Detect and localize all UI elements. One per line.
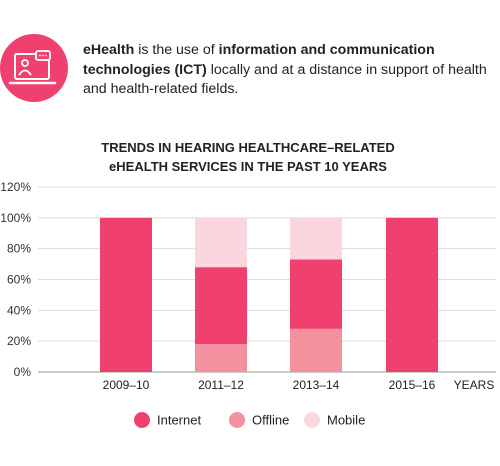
y-tick-label: 60% <box>7 273 31 287</box>
bar-internet <box>290 259 342 329</box>
x-tick-label: 2013–14 <box>293 378 340 392</box>
bar-internet <box>386 217 438 372</box>
y-tick-label: 120% <box>0 180 31 194</box>
computer-health-icon <box>8 50 57 85</box>
legend-label-internet: Internet <box>157 413 201 428</box>
y-tick-label: 0% <box>14 365 32 379</box>
y-tick-label: 40% <box>7 303 31 317</box>
x-tick-label: 2015–16 <box>389 378 436 392</box>
intro-text-1: is the use of <box>134 42 219 58</box>
intro-bold-ehealth: eHealth <box>83 42 135 58</box>
y-tick-label: 80% <box>7 242 31 256</box>
intro-bold-ict: information and communication technologi… <box>83 42 435 78</box>
header: eHealth is the use of information and co… <box>0 0 500 110</box>
legend-swatch-mobile <box>304 412 320 428</box>
legend-label-mobile: Mobile <box>327 413 365 428</box>
x-axis-label: YEARS <box>454 378 495 392</box>
bar-internet <box>100 217 152 372</box>
legend-swatch-offline <box>229 412 245 428</box>
legend-swatch-internet <box>134 412 150 428</box>
bar-mobile <box>290 217 342 260</box>
bar-mobile <box>195 217 247 268</box>
y-tick-label: 100% <box>0 211 31 225</box>
x-tick-label: 2011–12 <box>198 378 244 392</box>
chart-title-line: eHEALTH SERVICES IN THE PAST 10 YEARS <box>109 159 387 174</box>
chart-title-line: TRENDS IN HEARING HEALTHCARE–RELATED <box>101 140 394 155</box>
x-tick-label: 2009–10 <box>103 378 150 392</box>
bar-internet <box>195 267 247 345</box>
bar-offline <box>290 328 342 372</box>
y-tick-label: 20% <box>7 334 31 348</box>
legend-label-offline: Offline <box>252 413 289 428</box>
intro-text-2: locally and at a distance in support of … <box>83 61 487 98</box>
ehealth-badge <box>0 34 68 102</box>
bar-offline <box>195 344 247 372</box>
stacked-bar-chart: TRENDS IN HEARING HEALTHCARE–RELATED eHEA… <box>0 140 496 428</box>
intro-text: eHealth is the use of information and co… <box>83 41 493 100</box>
